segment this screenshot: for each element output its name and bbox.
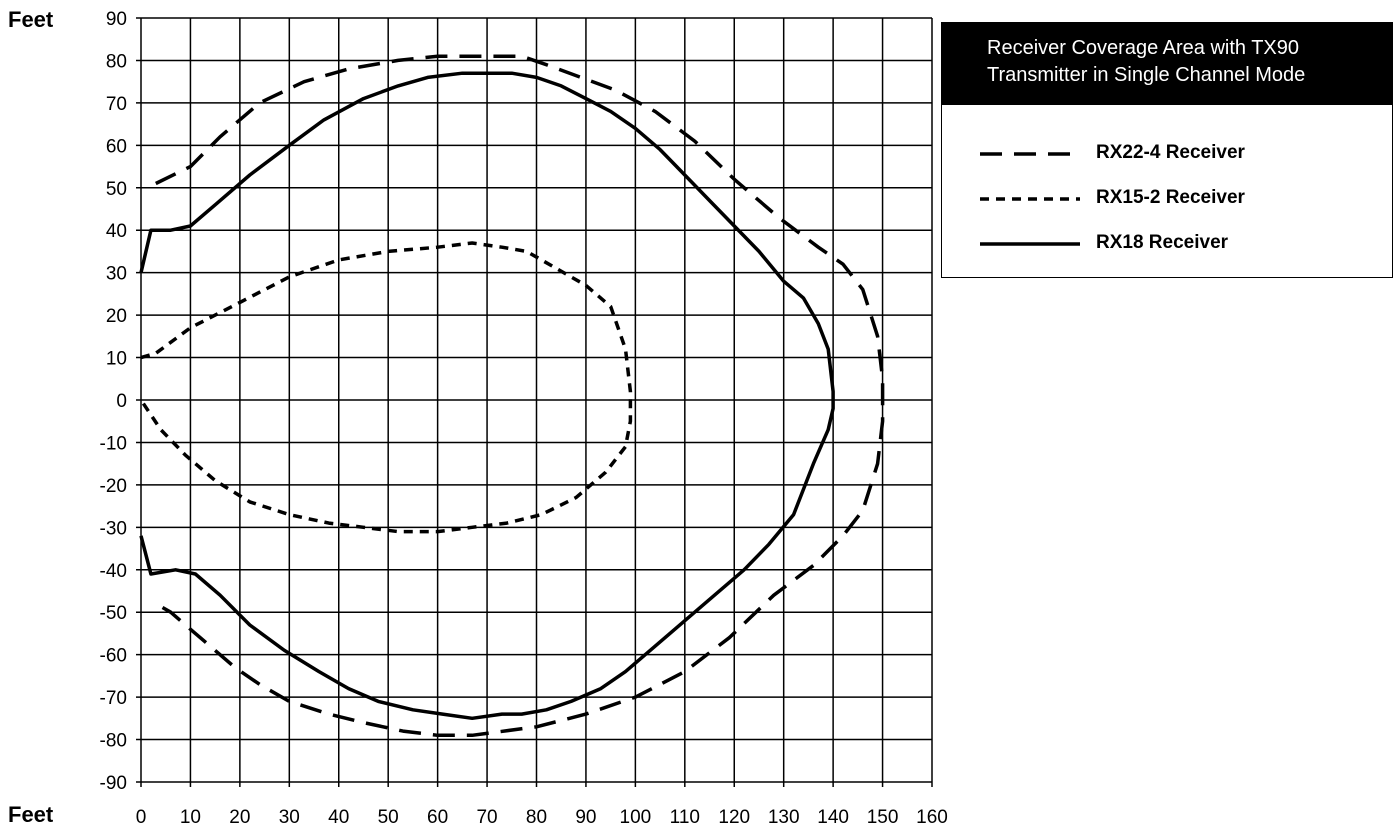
y-tick-label: -90 <box>100 773 127 794</box>
chart-grid <box>136 17 933 787</box>
legend-item-rx15-2: RX15-2 Receiver <box>942 184 1392 214</box>
y-tick-label: -70 <box>100 688 127 709</box>
legend-label-rx18: RX18 Receiver <box>1096 232 1229 253</box>
y-tick-label: -50 <box>100 603 127 624</box>
y-tick-label: -60 <box>100 646 127 667</box>
x-tick-label: 60 <box>427 807 448 828</box>
x-tick-label: 30 <box>279 807 300 828</box>
series-line-2 <box>139 241 633 534</box>
legend-item-rx22-4: RX22-4 Receiver <box>942 139 1392 169</box>
y-tick-label: 0 <box>116 391 127 412</box>
x-axis-ticks: 0 10 20 30 40 50 60 70 80 90 100 110 120 130 140 150 160 <box>136 807 948 828</box>
legend-short-dash-swatch <box>980 197 1080 201</box>
y-tick-label: 80 <box>106 51 127 72</box>
x-tick-label: 140 <box>817 807 849 828</box>
legend-label-rx22-4: RX22-4 Receiver <box>1096 142 1245 163</box>
series-line-1 <box>154 54 885 738</box>
y-tick-label: 70 <box>106 94 127 115</box>
legend: Receiver Coverage Area with TX90 Transmi… <box>941 22 1393 278</box>
y-tick-label: 60 <box>106 136 127 157</box>
x-tick-label: 40 <box>328 807 349 828</box>
x-tick-label: 0 <box>136 807 147 828</box>
legend-solid-swatch <box>980 242 1080 246</box>
y-tick-label: -40 <box>100 561 127 582</box>
y-tick-label: 50 <box>106 179 127 200</box>
x-tick-label: 10 <box>180 807 201 828</box>
legend-title-line-2: Transmitter in Single Channel Mode <box>987 64 1306 86</box>
legend-item-rx18: RX18 Receiver <box>942 229 1392 259</box>
x-axis-unit-label: Feet <box>8 802 54 827</box>
y-tick-label: -10 <box>100 433 127 454</box>
legend-label-rx15-2: RX15-2 Receiver <box>1096 187 1245 208</box>
y-tick-label: -80 <box>100 731 127 752</box>
series-line-3 <box>139 71 835 721</box>
x-tick-label: 20 <box>229 807 250 828</box>
x-tick-label: 50 <box>378 807 399 828</box>
y-tick-label: 10 <box>106 349 127 370</box>
y-tick-label: -20 <box>100 476 127 497</box>
y-tick-label: 30 <box>106 264 127 285</box>
x-tick-label: 90 <box>575 807 596 828</box>
y-tick-label: -30 <box>100 518 127 539</box>
x-tick-label: 110 <box>670 807 700 828</box>
y-tick-label: 20 <box>106 306 127 327</box>
y-tick-label: 40 <box>106 221 127 242</box>
legend-long-dash-swatch <box>980 152 1080 156</box>
series-lines <box>139 54 885 738</box>
x-tick-label: 70 <box>476 807 497 828</box>
y-axis-unit-label: Feet <box>8 7 54 32</box>
y-tick-label: 90 <box>106 9 127 30</box>
x-tick-label: 150 <box>867 807 899 828</box>
x-tick-label: 100 <box>620 807 652 828</box>
x-tick-label: 160 <box>916 807 948 828</box>
x-tick-label: 120 <box>718 807 750 828</box>
legend-title: Receiver Coverage Area with TX90 Transmi… <box>942 23 1392 105</box>
y-axis-ticks: 90 80 70 60 50 40 30 20 10 0 -10 -20 -30 -40 -50 -60 -70… <box>100 9 127 794</box>
x-tick-label: 80 <box>526 807 547 828</box>
legend-title-line-1: Receiver Coverage Area with TX90 <box>987 37 1300 59</box>
x-tick-label: 130 <box>768 807 800 828</box>
